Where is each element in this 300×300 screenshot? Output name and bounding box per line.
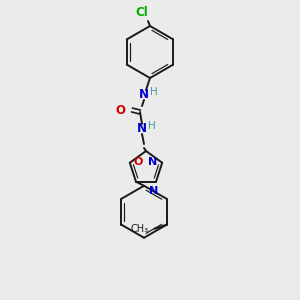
Text: CH₃: CH₃ — [130, 224, 148, 234]
Text: N: N — [149, 186, 159, 196]
Text: N: N — [137, 122, 147, 134]
Text: O: O — [134, 157, 143, 167]
Text: Cl: Cl — [136, 6, 148, 19]
Text: N: N — [148, 157, 157, 167]
Text: N: N — [139, 88, 149, 100]
Text: O: O — [115, 103, 125, 116]
Text: H: H — [148, 121, 156, 131]
Text: H: H — [150, 87, 158, 97]
